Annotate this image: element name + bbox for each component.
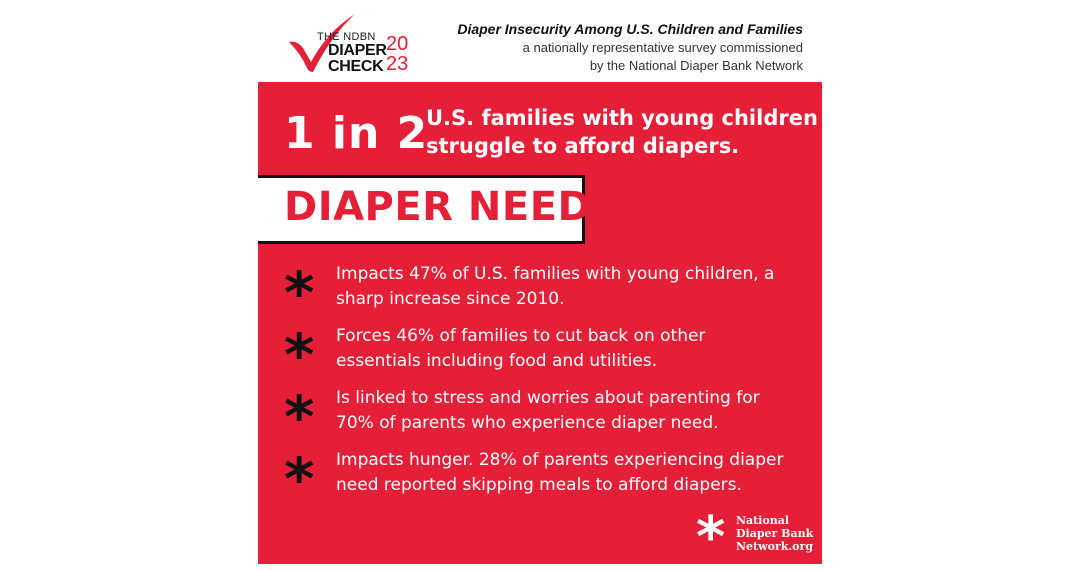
- footer-line: National: [736, 514, 790, 527]
- bullet-text: Forces 46% of families to cut back on ot…: [336, 324, 705, 374]
- logo-year-top: 20: [386, 33, 409, 55]
- asterisk-logo-icon: *: [696, 505, 726, 570]
- asterisk-icon: *: [284, 383, 315, 451]
- stat-ratio: 1 in 2: [284, 108, 429, 159]
- list-item: * Is linked to stress and worries about …: [284, 386, 814, 448]
- ndbn-diaper-check-logo: THE NDBN DIAPER CHECK 20 23: [287, 12, 417, 75]
- logo-year-bottom: 23: [386, 53, 409, 75]
- bullet-list: * Impacts 47% of U.S. families with youn…: [284, 262, 814, 510]
- bullet-line: Forces 46% of families to cut back on ot…: [336, 326, 706, 346]
- bullet-text: Is linked to stress and worries about pa…: [336, 386, 760, 436]
- stat-desc-line2: struggle to afford diapers.: [426, 134, 740, 158]
- checkmark-icon: [289, 14, 355, 72]
- stat-description: U.S. families with young children strugg…: [426, 104, 826, 160]
- section-title: DIAPER NEED: [284, 184, 592, 230]
- stat-desc-line1: U.S. families with young children: [426, 106, 818, 130]
- ndbn-footer-logo: * National Diaper Bank Network.org: [696, 510, 816, 566]
- survey-header: Diaper Insecurity Among U.S. Children an…: [457, 20, 803, 75]
- list-item: * Impacts hunger. 28% of parents experie…: [284, 448, 814, 510]
- bullet-line: Is linked to stress and worries about pa…: [336, 388, 760, 408]
- bullet-line: essentials including food and utilities.: [336, 351, 658, 371]
- bullet-line: Impacts 47% of U.S. families with young …: [336, 264, 775, 284]
- footer-line: Network.org: [736, 540, 814, 553]
- section-title-box: DIAPER NEED: [258, 175, 591, 244]
- bullet-line: need reported skipping meals to afford d…: [336, 475, 742, 495]
- survey-title: Diaper Insecurity Among U.S. Children an…: [457, 21, 803, 37]
- logo-word-diaper: DIAPER: [328, 42, 387, 59]
- footer-org-name: National Diaper Bank Network.org: [736, 514, 813, 553]
- logo-small-text: THE NDBN: [317, 31, 376, 43]
- list-item: * Forces 46% of families to cut back on …: [284, 324, 814, 386]
- bullet-line: Impacts hunger. 28% of parents experienc…: [336, 450, 784, 470]
- logo-word-check: CHECK: [328, 58, 384, 75]
- bullet-text: Impacts 47% of U.S. families with young …: [336, 262, 774, 312]
- asterisk-icon: *: [284, 259, 315, 327]
- bullet-line: sharp increase since 2010.: [336, 289, 565, 309]
- asterisk-icon: *: [284, 321, 315, 389]
- asterisk-icon: *: [284, 445, 315, 513]
- bullet-text: Impacts hunger. 28% of parents experienc…: [336, 448, 783, 498]
- footer-line: Diaper Bank: [736, 527, 814, 540]
- survey-subtitle-line1: a nationally representative survey commi…: [522, 40, 803, 55]
- list-item: * Impacts 47% of U.S. families with youn…: [284, 262, 814, 324]
- bullet-line: 70% of parents who experience diaper nee…: [336, 413, 719, 433]
- survey-subtitle-line2: by the National Diaper Bank Network: [589, 58, 803, 73]
- infographic-panel: 1 in 2 U.S. families with young children…: [258, 82, 822, 566]
